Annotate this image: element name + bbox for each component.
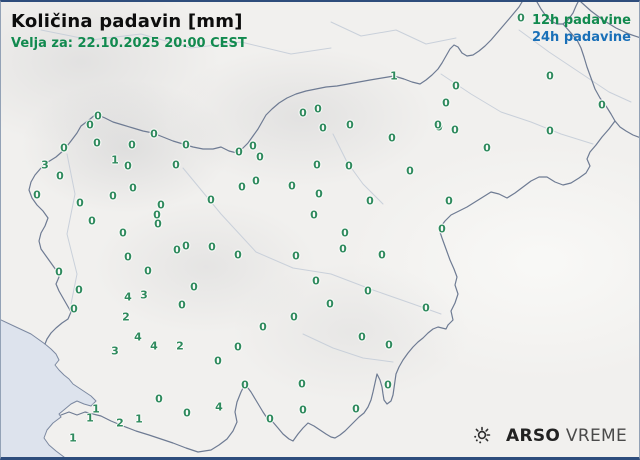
national-borders [28, 2, 639, 453]
border-prekmurje [536, 2, 579, 25]
river-lines [40, 21, 632, 363]
coast-istria [43, 416, 65, 457]
border-italy [28, 113, 97, 345]
border-croatia-east [438, 120, 616, 326]
link-12h-padavine[interactable]: 12h padavine [531, 13, 631, 28]
duration-links: 12h padavine 24h padavine [532, 12, 631, 46]
border-at-hu [580, 2, 639, 38]
border-hungary [562, 23, 639, 138]
link-24h-padavine[interactable]: 24h padavine [531, 30, 631, 45]
coastline [1, 319, 97, 457]
sea-area [1, 320, 96, 457]
border-croatia-south [60, 324, 449, 453]
border-austria [95, 2, 523, 154]
